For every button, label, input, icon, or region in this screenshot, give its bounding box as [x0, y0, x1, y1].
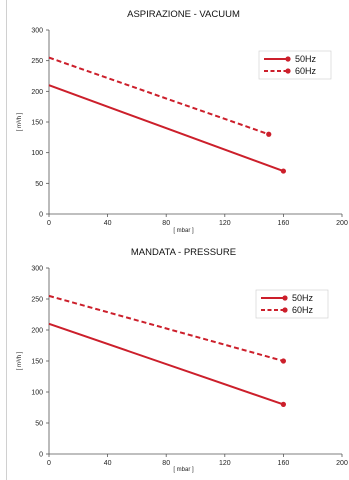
legend-marker-50Hz [285, 56, 291, 62]
x-tick-label: 160 [278, 220, 290, 227]
y-tick-label: 300 [31, 266, 43, 273]
y-tick-label: 250 [31, 58, 43, 65]
chart-title: MANDATA - PRESSURE [131, 247, 236, 258]
y-axis-label: [ m³/h ] [17, 351, 23, 370]
legend-box [258, 50, 332, 80]
legend-marker-60Hz [282, 307, 288, 313]
y-tick-label: 150 [31, 120, 43, 127]
series-point-50Hz [280, 401, 286, 407]
y-tick-label: 300 [31, 28, 43, 35]
legend-box [255, 289, 329, 319]
y-tick-label: 200 [31, 328, 43, 335]
legend-label-60Hz: 60Hz [295, 66, 317, 76]
x-tick-label: 160 [278, 460, 290, 467]
x-tick-label: 80 [162, 460, 170, 467]
y-axis-label: [ m³/h ] [17, 112, 23, 131]
x-tick-label: 120 [219, 220, 231, 227]
chart-1: ASPIRAZIONE - VACUUM 0 50 100 150 200 250 300 0 4… [17, 9, 348, 234]
series-point-60Hz [266, 131, 272, 137]
x-axis-label: [ mbar ] [173, 467, 194, 473]
x-tick-label: 80 [162, 220, 170, 227]
page-edge-line [6, 0, 7, 480]
legend-marker-50Hz [282, 295, 288, 301]
legend-marker-60Hz [285, 68, 291, 74]
x-tick-label: 200 [336, 220, 348, 227]
x-tick-label: 200 [336, 460, 348, 467]
x-tick-label: 0 [47, 220, 51, 227]
x-axis-label: [ mbar ] [173, 228, 194, 234]
y-tick-label: 0 [39, 452, 43, 459]
y-tick-label: 100 [31, 150, 43, 157]
x-tick-label: 40 [104, 220, 112, 227]
legend-label-50Hz: 50Hz [292, 293, 314, 303]
y-tick-label: 250 [31, 297, 43, 304]
series-line-60Hz [48, 56, 270, 136]
y-tick-label: 50 [35, 181, 43, 188]
x-tick-label: 120 [219, 460, 231, 467]
y-tick-label: 150 [31, 359, 43, 366]
series-point-60Hz [280, 358, 286, 364]
y-tick-label: 100 [31, 390, 43, 397]
series-line-50Hz [48, 322, 284, 406]
series-line-60Hz [48, 294, 284, 362]
x-tick-label: 40 [104, 460, 112, 467]
x-tick-label: 0 [47, 460, 51, 467]
series-line-50Hz [48, 84, 284, 173]
y-tick-label: 50 [35, 421, 43, 428]
chart-2: MANDATA - PRESSURE 0 50 100 150 200 250 300 0 40 8… [17, 247, 348, 473]
y-tick-label: 200 [31, 89, 43, 96]
chart-title: ASPIRAZIONE - VACUUM [127, 9, 240, 20]
series-point-50Hz [280, 168, 286, 174]
legend-label-60Hz: 60Hz [292, 305, 314, 315]
y-tick-label: 0 [39, 212, 43, 219]
legend-label-50Hz: 50Hz [295, 54, 317, 64]
